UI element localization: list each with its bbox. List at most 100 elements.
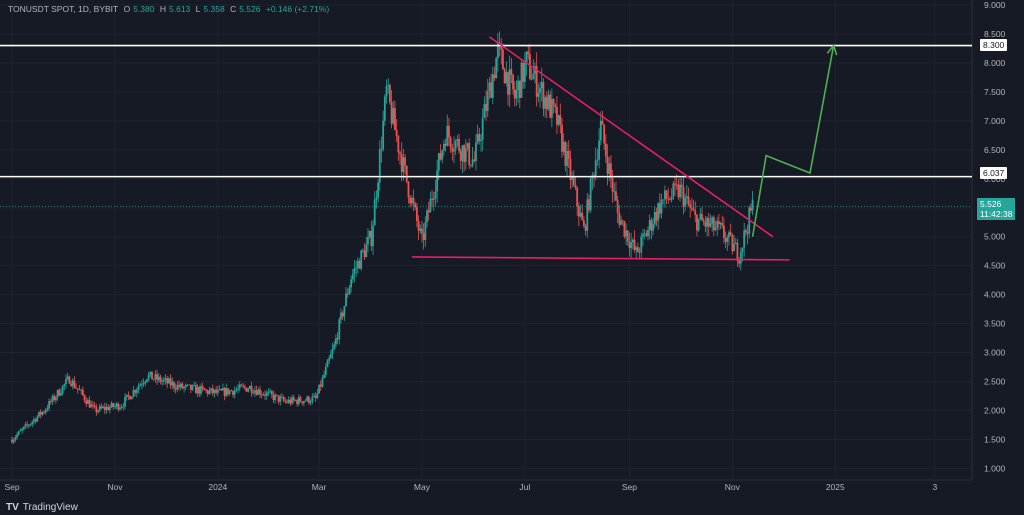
candle-body	[115, 403, 118, 406]
candle-body	[598, 140, 600, 160]
candle-body	[377, 182, 379, 198]
candle-body	[26, 424, 29, 426]
candle-body	[643, 233, 646, 235]
candle-body	[206, 390, 209, 394]
candle-body	[751, 199, 754, 211]
candle-body	[441, 150, 444, 160]
candle-body	[616, 200, 619, 213]
candle-body	[424, 222, 427, 240]
candle-body	[265, 392, 268, 396]
candle-body	[22, 426, 25, 430]
candle-body	[606, 156, 609, 174]
candle-body	[156, 374, 158, 380]
candle-body	[545, 97, 548, 110]
candle-body	[368, 230, 371, 238]
candle-body	[561, 124, 563, 152]
candle-body	[412, 197, 415, 204]
x-tick-label: Mar	[312, 482, 327, 492]
candle-body	[653, 212, 656, 225]
candle-body	[203, 388, 206, 391]
candle-body	[572, 177, 575, 185]
candle-body	[453, 149, 455, 152]
candle-body	[341, 312, 344, 317]
candle-body	[692, 208, 695, 211]
x-tick-label: 3	[932, 482, 937, 492]
candle-body	[152, 378, 155, 380]
candle-body	[93, 405, 96, 407]
tradingview-brand[interactable]: TV TradingView	[6, 502, 78, 513]
candle-body	[696, 215, 698, 231]
candle-body	[648, 220, 651, 230]
candle-body	[235, 389, 238, 391]
candle-body	[569, 158, 572, 181]
candle-body	[71, 380, 74, 386]
candle-body	[404, 157, 406, 166]
candle-body	[188, 384, 191, 386]
candle-body	[728, 232, 730, 238]
candle-body	[731, 234, 734, 252]
candle-body	[512, 74, 514, 90]
candle-body	[134, 390, 137, 393]
candle-body	[176, 384, 179, 390]
candle-body	[717, 221, 720, 225]
candle-body	[432, 198, 435, 201]
candle-body	[594, 160, 597, 177]
x-tick-label: Sep	[622, 482, 637, 492]
candle-body	[750, 207, 752, 211]
y-tick-label: 1.000	[984, 463, 1006, 473]
candle-body	[304, 400, 307, 402]
y-tick-label: 3.000	[984, 348, 1006, 358]
candle-body	[608, 163, 611, 174]
candle-body	[657, 203, 660, 221]
candle-body	[650, 220, 653, 231]
candle-body	[733, 244, 735, 252]
candle-body	[191, 385, 194, 390]
candle-body	[135, 389, 138, 393]
candle-body	[674, 183, 676, 185]
candle-body	[630, 242, 633, 249]
candle-body	[475, 142, 477, 162]
candle-body	[41, 411, 44, 415]
candle-body	[628, 241, 631, 249]
candle-body	[690, 207, 693, 209]
candle-body	[102, 406, 105, 409]
candle-body	[448, 125, 450, 138]
candle-body	[707, 218, 710, 227]
candle-body	[328, 358, 331, 361]
x-tick-label: Sep	[4, 482, 19, 492]
low-label: L	[195, 4, 201, 14]
candle-body	[699, 213, 702, 219]
candle-body	[426, 210, 428, 223]
candle-body	[46, 408, 49, 410]
candle-body	[503, 69, 506, 84]
candle-body	[196, 386, 199, 394]
candle-body	[539, 88, 541, 94]
candle-body	[220, 388, 223, 391]
candle-body	[97, 410, 99, 413]
candle-body	[100, 406, 103, 409]
candle-body	[399, 152, 401, 154]
candle-body	[382, 120, 385, 150]
candle-body	[173, 382, 175, 388]
close-value: 5.526	[239, 4, 261, 14]
candle-body	[701, 213, 703, 221]
candle-body	[483, 104, 486, 119]
candle-body	[684, 197, 687, 207]
candle-body	[604, 143, 607, 157]
candle-body	[363, 250, 366, 258]
candle-body	[98, 406, 101, 411]
candle-body	[520, 62, 523, 98]
x-tick-label: 2025	[826, 482, 845, 492]
y-tick-label: 7.500	[984, 87, 1006, 97]
candle-body	[461, 145, 464, 161]
candle-body	[529, 54, 531, 79]
tradingview-name: TradingView	[22, 502, 78, 513]
candle-body	[149, 371, 152, 375]
descending-resistance-trendline	[488, 36, 774, 238]
candle-body	[360, 250, 363, 269]
candle-body	[147, 374, 150, 380]
candle-body	[90, 404, 93, 408]
y-tick-label: 8.000	[984, 58, 1006, 68]
candle-body	[80, 389, 83, 391]
